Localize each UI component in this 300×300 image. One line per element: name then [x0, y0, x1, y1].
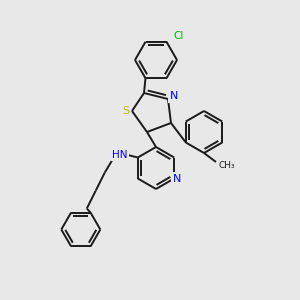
Text: Cl: Cl — [173, 31, 184, 41]
Text: N: N — [170, 91, 178, 101]
Text: N: N — [173, 173, 182, 184]
Text: S: S — [122, 106, 130, 116]
Text: HN: HN — [112, 149, 128, 160]
Text: CH₃: CH₃ — [218, 160, 235, 169]
